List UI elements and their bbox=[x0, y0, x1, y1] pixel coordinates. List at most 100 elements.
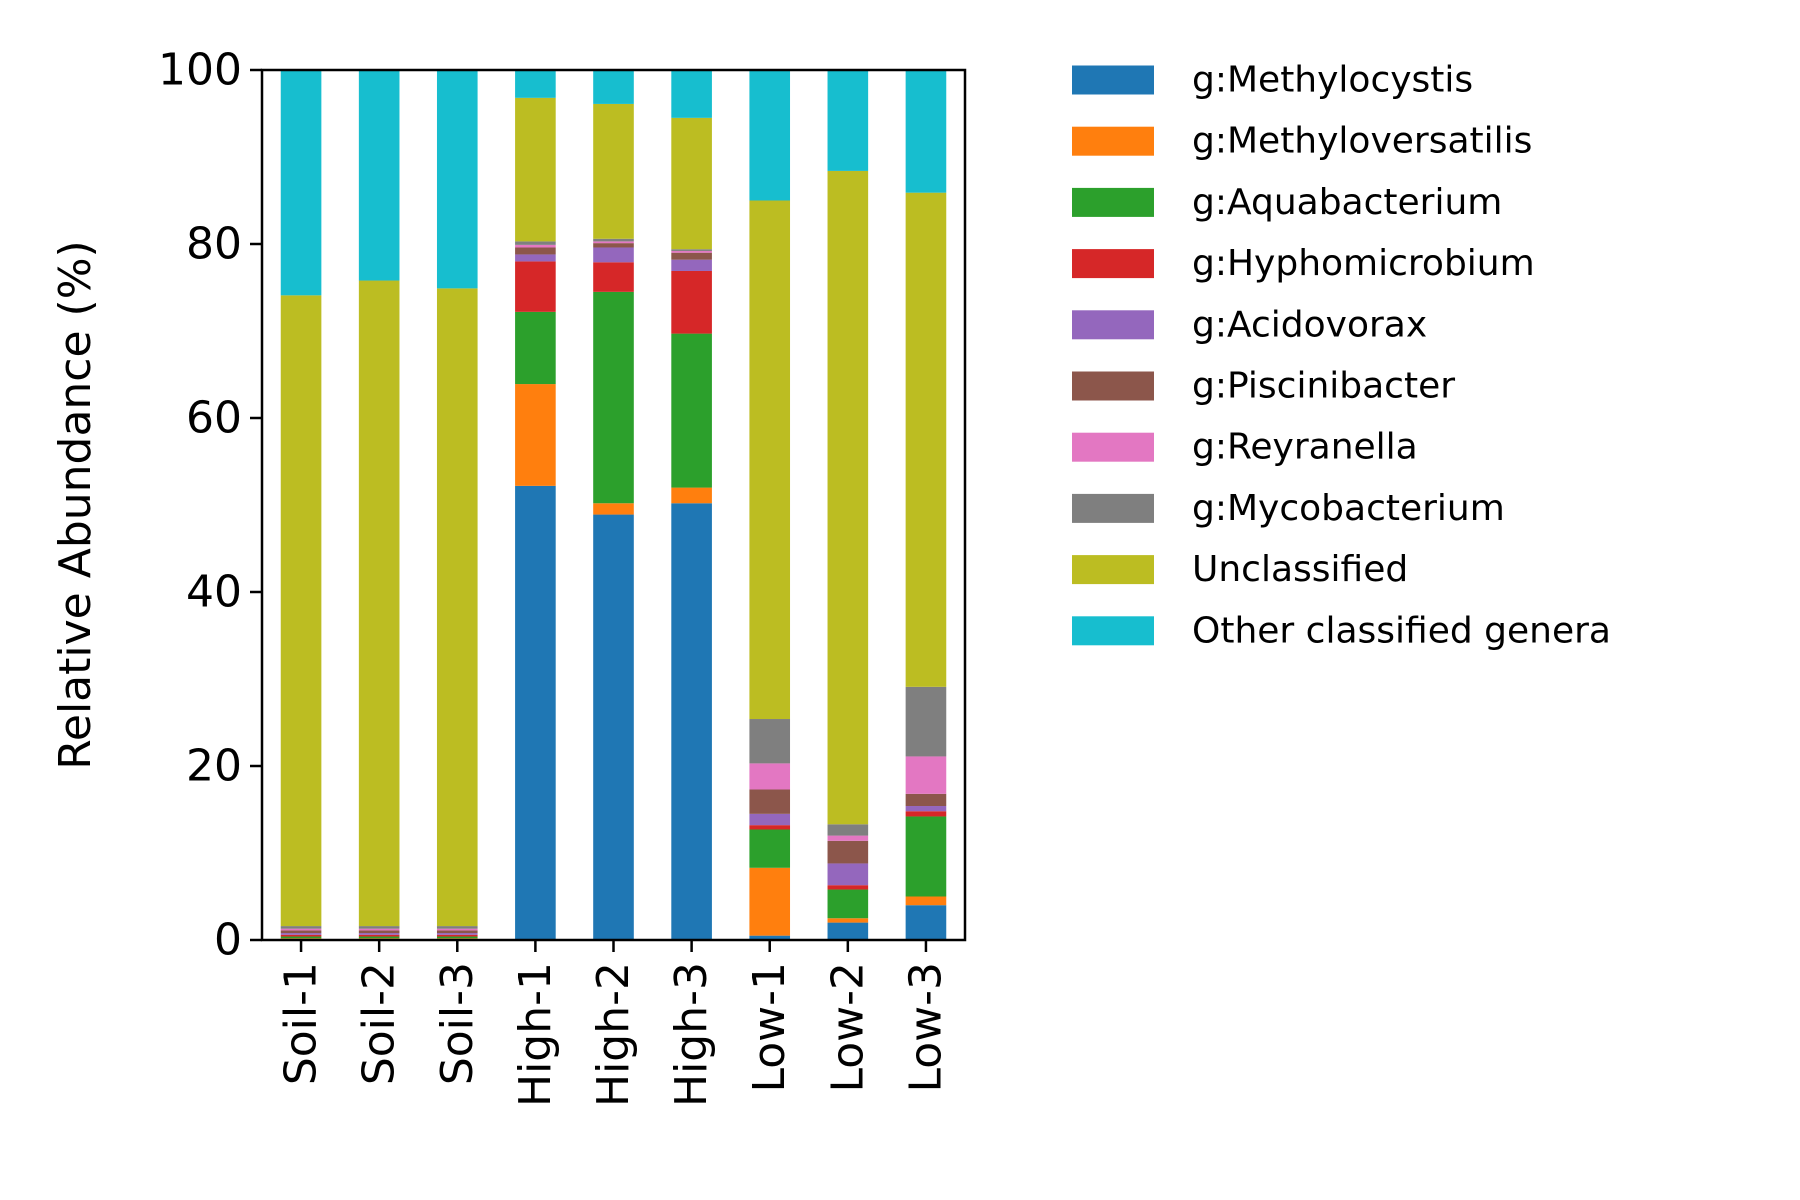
bar-segment-low-1-1 bbox=[749, 867, 791, 936]
x-tick-label: High-1 bbox=[510, 962, 561, 1107]
legend-label: g:Piscinibacter bbox=[1192, 366, 1455, 407]
bar-segment-soil-2-2 bbox=[358, 936, 400, 939]
legend-swatch bbox=[1072, 187, 1154, 217]
legend-swatch bbox=[1072, 493, 1154, 523]
bar-segment-soil-2-7 bbox=[358, 926, 400, 929]
bar-segment-low-3-4 bbox=[905, 806, 947, 812]
bar-segment-soil-1-9 bbox=[280, 70, 322, 296]
bar-segment-high-1-6 bbox=[515, 244, 556, 248]
y-tick-label: 20 bbox=[186, 741, 242, 792]
x-tick-label: Low-1 bbox=[744, 962, 795, 1093]
bar-segment-low-3-5 bbox=[905, 793, 947, 807]
bar-segment-low-2-2 bbox=[827, 889, 869, 919]
x-tick-label: High-3 bbox=[666, 962, 717, 1107]
y-tick-label: 40 bbox=[186, 567, 242, 618]
bar-segment-low-1-8 bbox=[749, 200, 791, 720]
x-tick-label: Soil-1 bbox=[276, 962, 327, 1085]
legend-swatch bbox=[1072, 310, 1154, 340]
bar-segment-high-3-5 bbox=[671, 252, 712, 260]
bar-segment-low-1-7 bbox=[749, 719, 791, 764]
y-tick-label: 0 bbox=[214, 915, 242, 966]
legend-swatch bbox=[1072, 432, 1154, 462]
bar-segment-high-1-5 bbox=[515, 247, 556, 255]
y-tick-label: 60 bbox=[186, 393, 242, 444]
bar-segment-high-2-1 bbox=[593, 503, 634, 515]
bar-segment-high-1-3 bbox=[515, 261, 556, 312]
bar-segment-low-3-3 bbox=[905, 811, 947, 817]
bar-segment-high-1-9 bbox=[515, 70, 556, 98]
bar-segment-low-3-8 bbox=[905, 192, 947, 687]
y-axis: 0 20 40 60 80 100 bbox=[158, 45, 262, 966]
bar-segment-high-2-5 bbox=[593, 243, 634, 248]
bar-segment-high-1-7 bbox=[515, 241, 556, 245]
legend-swatch bbox=[1072, 555, 1154, 585]
bar-segment-low-3-2 bbox=[905, 816, 947, 897]
bar-segment-low-1-9 bbox=[749, 70, 791, 201]
y-tick-label: 80 bbox=[186, 219, 242, 270]
x-tick-label: Low-3 bbox=[900, 962, 951, 1093]
bar-segment-low-1-6 bbox=[749, 763, 791, 790]
y-tick-label: 100 bbox=[158, 45, 242, 96]
legend-label: g:Methylocystis bbox=[1192, 60, 1473, 101]
bar-segment-high-2-2 bbox=[593, 291, 634, 504]
bar-segment-low-1-2 bbox=[749, 829, 791, 868]
bar-segment-high-1-4 bbox=[515, 254, 556, 262]
bar-segment-soil-2-1 bbox=[358, 938, 400, 940]
bar-segment-low-2-5 bbox=[827, 840, 869, 864]
bar-segment-soil-2-5 bbox=[358, 930, 400, 934]
legend-label: Other classified genera bbox=[1192, 610, 1611, 651]
legend-label: g:Hyphomicrobium bbox=[1192, 243, 1535, 284]
bar-segment-soil-2-3 bbox=[358, 934, 400, 937]
bar-segment-low-2-8 bbox=[827, 170, 869, 825]
bar-segment-high-2-7 bbox=[593, 238, 634, 242]
legend-label: g:Reyranella bbox=[1192, 427, 1418, 468]
bar-segment-soil-1-7 bbox=[280, 926, 322, 929]
bar-segment-low-3-0 bbox=[905, 905, 947, 940]
x-tick-label: High-2 bbox=[588, 962, 639, 1107]
bar-segment-soil-3-2 bbox=[436, 936, 478, 939]
bar-segment-soil-3-8 bbox=[436, 288, 478, 927]
bar-segment-high-2-8 bbox=[593, 103, 634, 239]
bar-segment-high-2-6 bbox=[593, 241, 634, 244]
bar-segment-soil-3-5 bbox=[436, 930, 478, 934]
bar-segment-soil-2-9 bbox=[358, 70, 400, 281]
bar-segment-low-1-3 bbox=[749, 825, 791, 830]
bar-segment-low-2-3 bbox=[827, 885, 869, 890]
legend-label: g:Mycobacterium bbox=[1192, 488, 1505, 529]
bar-segment-low-2-9 bbox=[827, 70, 869, 171]
bar-segment-high-3-1 bbox=[671, 487, 712, 504]
bar-segment-soil-3-7 bbox=[436, 926, 478, 929]
bar-segment-high-1-1 bbox=[515, 384, 556, 486]
bar-segment-low-1-5 bbox=[749, 789, 791, 814]
x-axis: Soil-1 Soil-2 Soil-3 High-1 High-2 High-3 Low-… bbox=[276, 940, 951, 1107]
bar-segment-high-2-9 bbox=[593, 70, 634, 104]
bar-segment-soil-1-6 bbox=[280, 928, 322, 931]
bar-segment-low-2-4 bbox=[827, 863, 869, 886]
bar-segment-soil-2-6 bbox=[358, 928, 400, 931]
bar-segment-low-1-0 bbox=[749, 935, 791, 940]
bar-segment-high-2-0 bbox=[593, 514, 634, 940]
bar-segment-low-3-7 bbox=[905, 686, 947, 757]
bar-segment-high-1-0 bbox=[515, 485, 556, 940]
bar-segment-high-2-4 bbox=[593, 247, 634, 263]
bar-segment-soil-3-9 bbox=[436, 70, 478, 289]
bar-segment-high-1-2 bbox=[515, 311, 556, 385]
legend-swatch bbox=[1072, 249, 1154, 279]
bar-segment-high-1-8 bbox=[515, 97, 556, 242]
bar-segment-low-1-4 bbox=[749, 813, 791, 826]
bar-segment-high-2-3 bbox=[593, 262, 634, 292]
bar-segment-high-3-9 bbox=[671, 70, 712, 118]
bar-segment-high-3-3 bbox=[671, 270, 712, 334]
bar-segment-soil-3-1 bbox=[436, 938, 478, 940]
legend-label: g:Acidovorax bbox=[1192, 304, 1427, 345]
x-tick-label: Soil-3 bbox=[432, 962, 483, 1085]
legend-label: Unclassified bbox=[1192, 549, 1408, 590]
bar-segment-low-2-1 bbox=[827, 918, 869, 923]
bar-segment-soil-3-6 bbox=[436, 928, 478, 931]
bar-segment-soil-1-3 bbox=[280, 934, 322, 937]
bar-segment-high-3-8 bbox=[671, 117, 712, 250]
bar-segment-soil-2-4 bbox=[358, 933, 400, 935]
bar-segment-high-3-7 bbox=[671, 249, 712, 251]
bar-segment-soil-1-8 bbox=[280, 295, 322, 927]
